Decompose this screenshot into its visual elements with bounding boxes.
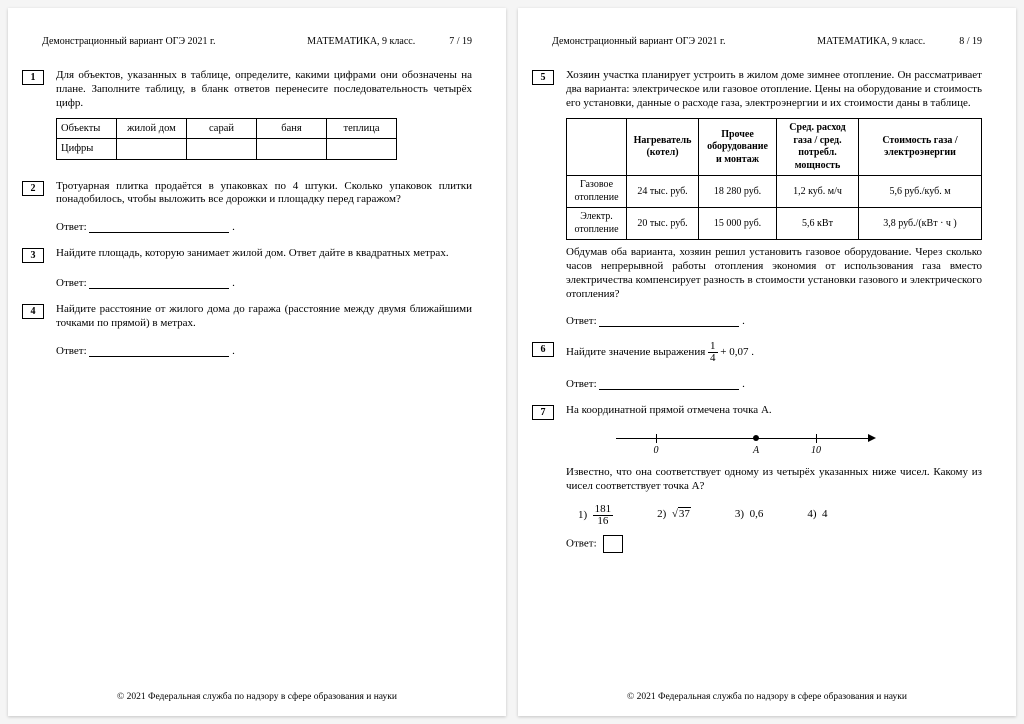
cell: 24 тыс. руб. xyxy=(627,176,699,208)
page-footer: © 2021 Федеральная служба по надзору в с… xyxy=(518,692,1016,702)
answer-blank[interactable] xyxy=(89,222,229,233)
cell: 15 000 руб. xyxy=(699,208,777,240)
task-number: 6 xyxy=(532,342,554,357)
th: Нагреватель (котел) xyxy=(627,119,699,176)
task5-table: Нагреватель (котел) Прочее оборудование … xyxy=(566,118,982,240)
task-number: 4 xyxy=(22,304,44,319)
cell-input[interactable] xyxy=(187,139,257,159)
task-1: 1 Для объектов, указанных в таблице, опр… xyxy=(42,69,472,166)
cell-input[interactable] xyxy=(257,139,327,159)
header-center: МАТЕМАТИКА, 9 класс. xyxy=(307,36,415,47)
cell: баня xyxy=(257,119,327,139)
task1-table: Объекты жилой дом сарай баня теплица Циф… xyxy=(56,118,397,159)
cell: 5,6 руб./куб. м xyxy=(859,176,982,208)
th: Прочее оборудование и монтаж xyxy=(699,119,777,176)
option-1[interactable]: 1) 18116 xyxy=(578,504,613,527)
answer-line: Ответ: . xyxy=(56,277,472,289)
answer-box[interactable] xyxy=(603,535,623,553)
answer-line: Ответ: xyxy=(566,535,982,553)
page-8: Демонстрационный вариант ОГЭ 2021 г. МАТ… xyxy=(518,8,1016,716)
task-3: 3 Найдите площадь, которую занимает жило… xyxy=(42,247,472,263)
header-center: МАТЕМАТИКА, 9 класс. xyxy=(817,36,925,47)
task-text: Найдите площадь, которую занимает жилой … xyxy=(56,247,472,263)
task-text: На координатной прямой отмечена точка A. xyxy=(566,404,982,418)
answer-blank[interactable] xyxy=(89,278,229,289)
cell: Цифры xyxy=(57,139,117,159)
task-text: Тротуарная плитка продаётся в упаковках … xyxy=(56,180,472,208)
header-pagenum: 8 / 19 xyxy=(959,36,982,47)
cell: 1,2 куб. м/ч xyxy=(777,176,859,208)
cell: сарай xyxy=(187,119,257,139)
answer-line: Ответ: . xyxy=(56,221,472,233)
answer-options: 1) 18116 2) 37 3) 0,6 4) 4 xyxy=(578,504,982,527)
fraction: 14 xyxy=(708,341,718,364)
answer-line: Ответ: . xyxy=(56,345,472,357)
th xyxy=(567,119,627,176)
th: Сред. расход газа / сред. потребл. мощно… xyxy=(777,119,859,176)
cell: Электр. отопление xyxy=(567,208,627,240)
option-3[interactable]: 3) 0,6 xyxy=(735,508,763,522)
task-text: Хозяин участка планирует устроить в жило… xyxy=(566,69,982,110)
page-footer: © 2021 Федеральная служба по надзору в с… xyxy=(8,692,506,702)
task-number: 5 xyxy=(532,70,554,85)
page-7: Демонстрационный вариант ОГЭ 2021 г. МАТ… xyxy=(8,8,506,716)
header-left: Демонстрационный вариант ОГЭ 2021 г. xyxy=(552,36,726,47)
cell: теплица xyxy=(327,119,397,139)
task-number: 1 xyxy=(22,70,44,85)
task-text: Найдите значение выражения 14 + 0,07 . xyxy=(566,341,982,364)
task-text-2: Обдумав оба варианта, хозяин решил устан… xyxy=(566,246,982,301)
cell: жилой дом xyxy=(117,119,187,139)
page-header: Демонстрационный вариант ОГЭ 2021 г. МАТ… xyxy=(552,36,982,47)
header-pagenum: 7 / 19 xyxy=(449,36,472,47)
point-A xyxy=(753,435,759,441)
cell-input[interactable] xyxy=(117,139,187,159)
option-4[interactable]: 4) 4 xyxy=(807,508,827,522)
task-text: Найдите расстояние от жилого дома до гар… xyxy=(56,303,472,331)
answer-line: Ответ: . xyxy=(566,378,982,390)
cell-input[interactable] xyxy=(327,139,397,159)
th: Стоимость газа / электроэнергии xyxy=(859,119,982,176)
answer-blank[interactable] xyxy=(599,379,739,390)
task-number: 3 xyxy=(22,248,44,263)
answer-blank[interactable] xyxy=(89,346,229,357)
answer-line: Ответ: . xyxy=(566,315,982,327)
cell: Объекты xyxy=(57,119,117,139)
cell: Газовое отопление xyxy=(567,176,627,208)
answer-blank[interactable] xyxy=(599,316,739,327)
header-left: Демонстрационный вариант ОГЭ 2021 г. xyxy=(42,36,216,47)
arrow-icon xyxy=(868,434,876,442)
task-6: 6 Найдите значение выражения 14 + 0,07 . xyxy=(552,341,982,364)
task-text: Для объектов, указанных в таблице, опред… xyxy=(56,69,472,110)
option-2[interactable]: 2) 37 xyxy=(657,508,691,522)
task-7: 7 На координатной прямой отмечена точка … xyxy=(552,404,982,552)
task-5: 5 Хозяин участка планирует устроить в жи… xyxy=(552,69,982,301)
task-number: 2 xyxy=(22,181,44,196)
task-number: 7 xyxy=(532,405,554,420)
cell: 20 тыс. руб. xyxy=(627,208,699,240)
cell: 5,6 кВт xyxy=(777,208,859,240)
page-header: Демонстрационный вариант ОГЭ 2021 г. МАТ… xyxy=(42,36,472,47)
task-4: 4 Найдите расстояние от жилого дома до г… xyxy=(42,303,472,331)
task-2: 2 Тротуарная плитка продаётся в упаковка… xyxy=(42,180,472,208)
cell: 18 280 руб. xyxy=(699,176,777,208)
cell: 3,8 руб./(кВт · ч ) xyxy=(859,208,982,240)
number-line: 0 A 10 xyxy=(616,426,876,460)
task-text-2: Известно, что она соответствует одному и… xyxy=(566,466,982,494)
